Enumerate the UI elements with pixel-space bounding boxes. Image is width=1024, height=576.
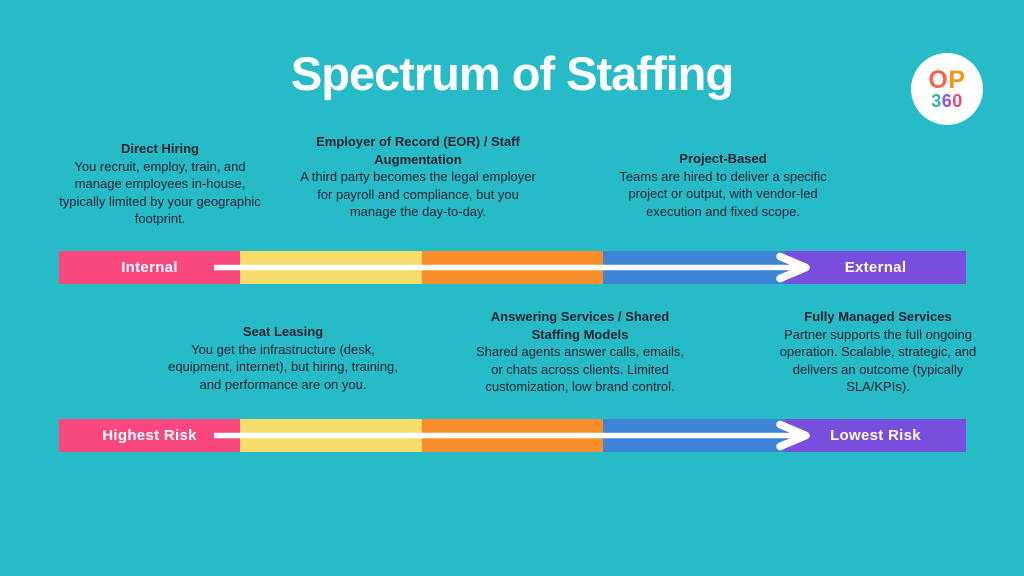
block-title: Seat Leasing xyxy=(242,324,324,339)
arrow-right-icon xyxy=(214,420,810,451)
page-title: Spectrum of Staffing xyxy=(290,47,734,100)
block-project-based: Project-Based Teams are hired to deliver… xyxy=(603,150,843,220)
logo-letter: 0 xyxy=(952,91,963,111)
logo-text-360: 360 xyxy=(931,92,963,110)
block-title: Project-Based xyxy=(679,151,767,166)
spectrum-bar-risk: Highest Risk Lowest Risk xyxy=(59,419,967,452)
bar-segment xyxy=(59,419,241,452)
logo-letter: P xyxy=(948,66,966,94)
bar-label-lowest-risk: Lowest Risk xyxy=(830,427,921,444)
op360-logo: OP 360 xyxy=(911,53,983,125)
block-title: Fully Managed Services xyxy=(804,309,952,324)
logo-text-op: OP xyxy=(928,68,965,93)
block-direct-hiring: Direct Hiring You recruit, employ, train… xyxy=(57,140,263,228)
block-body: Shared agents answer calls, emails, or c… xyxy=(475,344,685,395)
block-employer-of-record: Employer of Record (EOR) / Staff Augment… xyxy=(300,133,536,221)
bar-label-highest-risk: Highest Risk xyxy=(102,427,197,444)
arrow-right-icon xyxy=(214,252,810,283)
block-title: Answering Services / Shared Staffing Mod… xyxy=(490,309,670,342)
logo-letter: 3 xyxy=(931,91,942,111)
block-title: Direct Hiring xyxy=(120,141,199,156)
bar-segment xyxy=(59,251,241,284)
block-answering-services: Answering Services / Shared Staffing Mod… xyxy=(470,308,690,396)
bar-label-internal: Internal xyxy=(121,259,178,276)
spectrum-bar-internal-external: Internal External xyxy=(59,251,967,284)
block-body: A third party becomes the legal employer… xyxy=(300,169,536,220)
bar-segment xyxy=(784,419,967,452)
block-seat-leasing: Seat Leasing You get the infrastructure … xyxy=(158,323,408,393)
logo-letter: 6 xyxy=(941,91,953,111)
block-body: You recruit, employ, train, and manage e… xyxy=(59,158,261,227)
block-body: You get the infrastructure (desk, equipm… xyxy=(168,341,398,392)
block-fully-managed-services: Fully Managed Services Partner supports … xyxy=(768,308,988,396)
bar-label-external: External xyxy=(844,259,907,276)
logo-letter: O xyxy=(928,66,949,94)
block-title: Employer of Record (EOR) / Staff Augment… xyxy=(316,134,520,167)
bar-segment xyxy=(784,251,967,284)
block-body: Teams are hired to deliver a specific pr… xyxy=(619,168,827,219)
block-body: Partner supports the full ongoing operat… xyxy=(779,326,977,395)
